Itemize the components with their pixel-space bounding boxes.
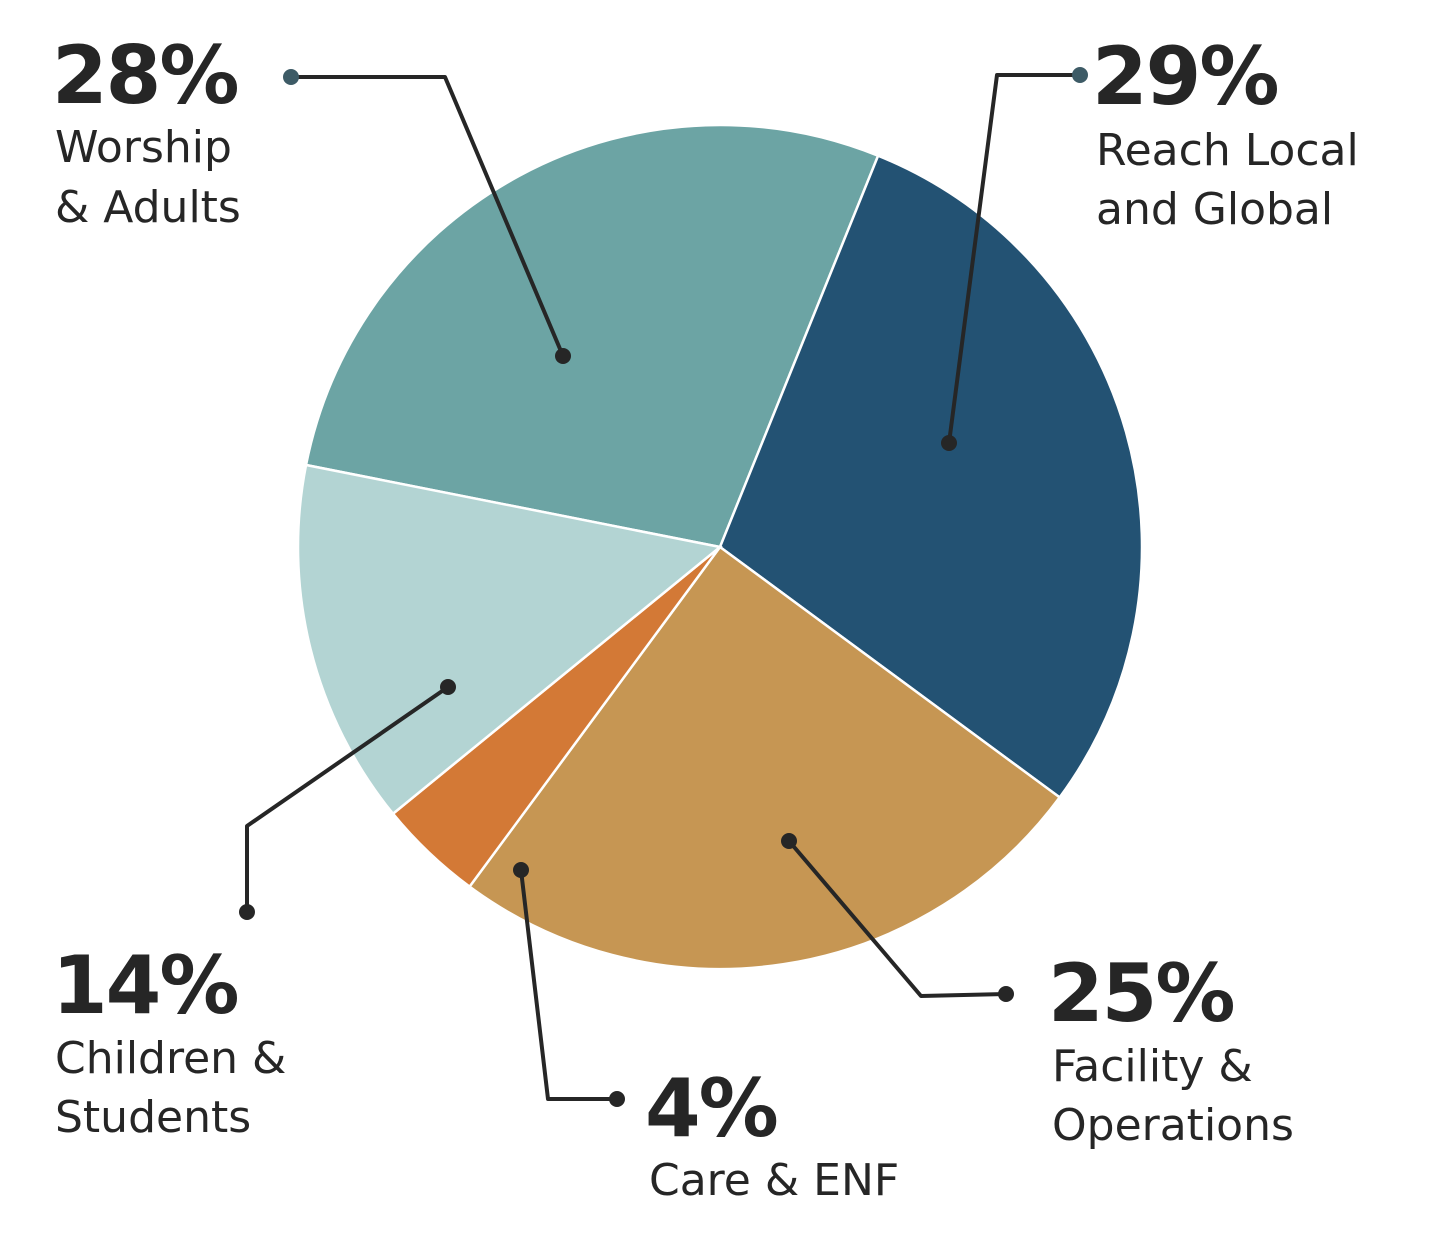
category-label-facility-line2: Operations — [1052, 1100, 1294, 1151]
category-label-children-line2: Students — [55, 1092, 251, 1143]
category-label-care-line1: Care & ENF — [649, 1155, 899, 1206]
leader-dot-children-slice — [440, 679, 456, 695]
leader-dot-worship-slice — [555, 348, 571, 364]
leader-dot-facility-slice — [781, 833, 797, 849]
leader-line-care — [519, 869, 617, 1101]
leader-dot-care-label — [609, 1091, 625, 1107]
leader-dot-reach-label — [1072, 67, 1088, 83]
leader-dot-reach-slice — [941, 435, 957, 451]
leader-line-children — [245, 685, 450, 912]
pie-slice-worship — [304, 123, 880, 549]
leader-dot-facility-label — [998, 986, 1014, 1002]
pie-slice-facility — [467, 545, 1062, 971]
leader-dot-care-slice — [513, 862, 529, 878]
value-label-children: 14% — [52, 939, 237, 1032]
leader-line-worship — [291, 75, 565, 357]
value-label-reach: 29% — [1092, 30, 1277, 123]
category-label-children-line1: Children & — [55, 1033, 286, 1084]
category-label-worship-line1: Worship — [55, 122, 232, 173]
category-label-facility-line1: Facility & — [1052, 1041, 1253, 1092]
leader-dot-worship-label — [283, 69, 299, 85]
leader-dot-children-label — [239, 904, 255, 920]
category-label-reach-line1: Reach Local — [1096, 125, 1359, 176]
value-label-worship: 28% — [52, 29, 237, 122]
leader-line-facility — [787, 839, 1007, 998]
category-label-worship-line2: & Adults — [55, 182, 241, 233]
pie-slice-children — [296, 463, 723, 816]
value-label-facility: 25% — [1048, 947, 1233, 1040]
pie-slice-reach — [718, 154, 1144, 800]
category-label-reach-line2: and Global — [1096, 184, 1333, 235]
value-label-care: 4% — [645, 1062, 777, 1155]
leader-line-reach — [947, 73, 1080, 444]
